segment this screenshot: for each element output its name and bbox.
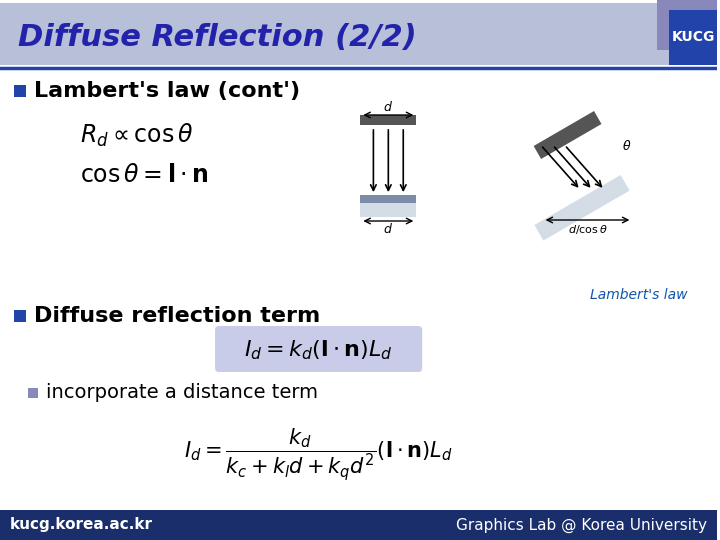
Text: $d/\cos\theta$: $d/\cos\theta$ [567,224,608,237]
Text: Diffuse Reflection (2/2): Diffuse Reflection (2/2) [18,24,417,52]
FancyBboxPatch shape [215,326,422,372]
Bar [361,195,416,217]
Text: Graphics Lab @ Korea University: Graphics Lab @ Korea University [456,517,707,532]
Text: $\cos\theta = \mathbf{l} \cdot \mathbf{n}$: $\cos\theta = \mathbf{l} \cdot \mathbf{n… [80,163,209,187]
Bar [14,85,26,97]
Bar [361,195,416,203]
Polygon shape [534,175,629,241]
Bar [361,115,416,125]
Text: $d$: $d$ [383,222,393,236]
Polygon shape [534,111,601,159]
Text: Lambert's law (cont'): Lambert's law (cont') [34,81,300,101]
Text: kucg.korea.ac.kr: kucg.korea.ac.kr [10,517,153,532]
Bar [0,510,717,540]
Text: incorporate a distance term: incorporate a distance term [46,383,318,402]
Text: $d$: $d$ [383,100,393,114]
Text: $\theta$: $\theta$ [622,139,631,153]
Bar [657,0,717,50]
Text: KUCG: KUCG [671,30,715,44]
Bar [14,310,26,322]
Text: Lambert's law: Lambert's law [590,288,687,302]
Bar [28,388,38,398]
FancyBboxPatch shape [0,3,679,65]
Bar [669,10,717,65]
Text: $R_d \propto \cos\theta$: $R_d \propto \cos\theta$ [80,122,193,148]
Text: $I_d = \dfrac{k_d}{k_c + k_l d + k_q d^2} (\mathbf{l} \cdot \mathbf{n}) L_d$: $I_d = \dfrac{k_d}{k_c + k_l d + k_q d^2… [184,427,453,483]
Text: Diffuse reflection term: Diffuse reflection term [34,306,320,326]
Text: $I_d = k_d (\mathbf{l} \cdot \mathbf{n}) L_d$: $I_d = k_d (\mathbf{l} \cdot \mathbf{n})… [244,338,393,362]
